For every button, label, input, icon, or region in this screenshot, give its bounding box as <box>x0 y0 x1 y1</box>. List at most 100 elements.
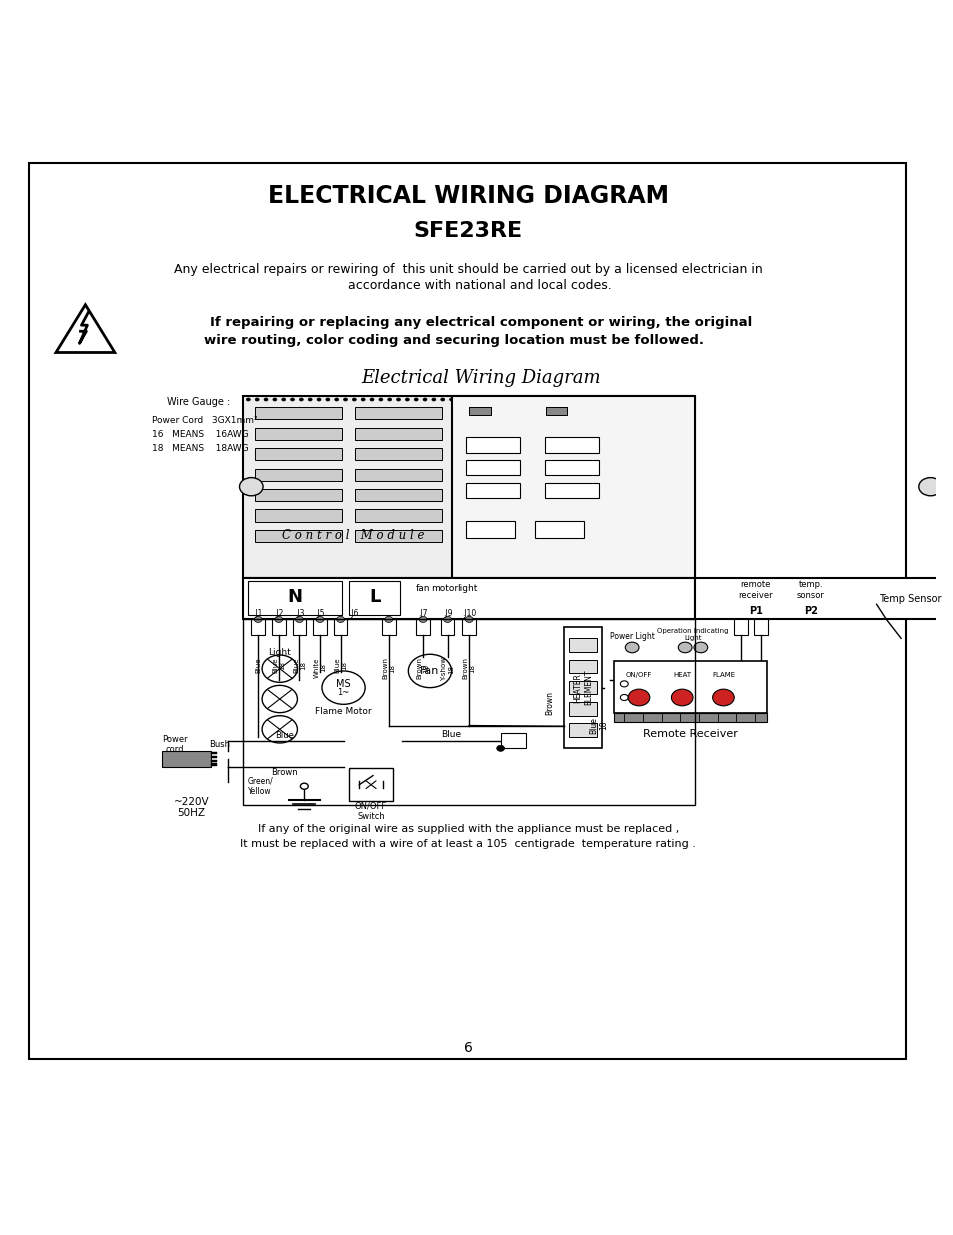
Bar <box>355 427 441 440</box>
Bar <box>545 408 567 415</box>
Ellipse shape <box>678 642 691 653</box>
Bar <box>255 408 341 419</box>
Ellipse shape <box>396 398 400 401</box>
Text: ~220V
50HZ: ~220V 50HZ <box>173 797 209 819</box>
Bar <box>500 734 526 748</box>
Bar <box>211 760 216 762</box>
Ellipse shape <box>281 398 285 401</box>
Text: Power Cord   3GX1mm²: Power Cord 3GX1mm² <box>152 416 257 425</box>
Bar <box>211 756 216 758</box>
Ellipse shape <box>693 642 707 653</box>
Text: Temp Sensor: Temp Sensor <box>879 594 941 604</box>
Ellipse shape <box>239 478 263 495</box>
Ellipse shape <box>625 398 630 401</box>
Bar <box>162 751 211 767</box>
Ellipse shape <box>467 398 471 401</box>
Text: Green/
Yellow: Green/ Yellow <box>247 777 273 795</box>
Ellipse shape <box>405 398 409 401</box>
Bar <box>569 659 597 673</box>
Text: Blue
18: Blue 18 <box>272 657 285 673</box>
Ellipse shape <box>671 689 692 706</box>
Text: temp.
sonsor: temp. sonsor <box>796 580 824 599</box>
Bar <box>535 521 583 537</box>
Bar <box>466 461 519 475</box>
Ellipse shape <box>476 398 479 401</box>
Text: .J9: .J9 <box>442 609 452 618</box>
Ellipse shape <box>494 398 497 401</box>
Text: 16   MEANS    16AWG: 16 MEANS 16AWG <box>152 430 249 438</box>
Ellipse shape <box>418 616 427 622</box>
Text: .J7: .J7 <box>417 609 427 618</box>
Text: MS: MS <box>335 679 351 689</box>
Bar <box>293 620 306 635</box>
Bar <box>255 427 341 440</box>
Bar <box>569 680 597 694</box>
Ellipse shape <box>246 398 250 401</box>
Text: If repairing or replacing any electrical component or wiring, the original: If repairing or replacing any electrical… <box>210 316 751 329</box>
Bar <box>466 437 519 452</box>
Text: Blue
18: Blue 18 <box>293 657 306 673</box>
Bar <box>440 620 454 635</box>
Text: Light: Light <box>683 635 701 641</box>
Ellipse shape <box>679 398 682 401</box>
Text: Wire Gauge :: Wire Gauge : <box>167 396 230 406</box>
Bar <box>355 448 441 461</box>
Ellipse shape <box>599 398 603 401</box>
Ellipse shape <box>546 398 550 401</box>
Bar <box>544 461 598 475</box>
Ellipse shape <box>537 398 541 401</box>
Ellipse shape <box>414 398 417 401</box>
Ellipse shape <box>458 398 462 401</box>
Bar <box>734 620 747 635</box>
Text: Brown: Brown <box>271 768 297 777</box>
Bar <box>349 582 400 615</box>
Text: ON/OFF: ON/OFF <box>625 672 652 678</box>
Text: HEAT: HEAT <box>673 672 691 678</box>
Ellipse shape <box>529 398 533 401</box>
Ellipse shape <box>652 398 656 401</box>
Text: Remote Receiver: Remote Receiver <box>642 729 737 739</box>
Text: It must be replaced with a wire of at least a 105  centigrade  temperature ratin: It must be replaced with a wire of at le… <box>240 839 696 848</box>
Ellipse shape <box>262 685 297 713</box>
Bar <box>243 395 694 578</box>
Text: motor: motor <box>431 584 457 593</box>
Ellipse shape <box>661 398 665 401</box>
Text: Any electrical repairs or rewiring of  this unit should be carried out by a lice: Any electrical repairs or rewiring of th… <box>173 263 761 275</box>
Bar <box>544 437 598 452</box>
Ellipse shape <box>449 398 453 401</box>
Bar <box>334 620 347 635</box>
Bar <box>416 620 430 635</box>
Ellipse shape <box>617 398 620 401</box>
Text: Fan: Fan <box>420 666 439 676</box>
Bar <box>313 620 327 635</box>
Bar <box>462 620 476 635</box>
Text: Brown
18: Brown 18 <box>462 657 476 679</box>
Ellipse shape <box>712 689 734 706</box>
Bar <box>544 483 598 498</box>
Bar <box>248 582 341 615</box>
Text: White
18: White 18 <box>314 657 326 678</box>
Ellipse shape <box>408 655 451 688</box>
Text: Power
cord: Power cord <box>162 735 188 755</box>
Text: .J1: .J1 <box>253 609 263 618</box>
Bar <box>469 408 490 415</box>
Bar <box>355 489 441 501</box>
Text: .J10: .J10 <box>461 609 476 618</box>
Ellipse shape <box>581 398 585 401</box>
Ellipse shape <box>635 398 639 401</box>
Ellipse shape <box>300 783 308 789</box>
Bar <box>211 752 216 755</box>
Text: Operation Indicating: Operation Indicating <box>657 627 728 634</box>
Ellipse shape <box>255 398 259 401</box>
Bar <box>255 468 341 480</box>
Bar <box>255 448 341 461</box>
Bar <box>243 578 694 620</box>
Ellipse shape <box>274 616 282 622</box>
Bar <box>349 768 393 802</box>
Text: If any of the original wire as supplied with the appliance must be replaced ,: If any of the original wire as supplied … <box>257 824 679 834</box>
Ellipse shape <box>624 642 639 653</box>
Bar <box>255 510 341 521</box>
Text: .J3: .J3 <box>294 609 304 618</box>
Ellipse shape <box>335 398 338 401</box>
Ellipse shape <box>465 616 473 622</box>
